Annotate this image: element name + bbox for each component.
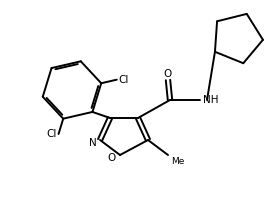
Text: O: O xyxy=(164,69,172,79)
Text: NH: NH xyxy=(203,95,219,105)
Text: Cl: Cl xyxy=(46,129,57,139)
Text: O: O xyxy=(108,153,116,163)
Text: Cl: Cl xyxy=(119,75,129,85)
Text: N: N xyxy=(89,138,97,148)
Text: Me: Me xyxy=(171,157,184,166)
